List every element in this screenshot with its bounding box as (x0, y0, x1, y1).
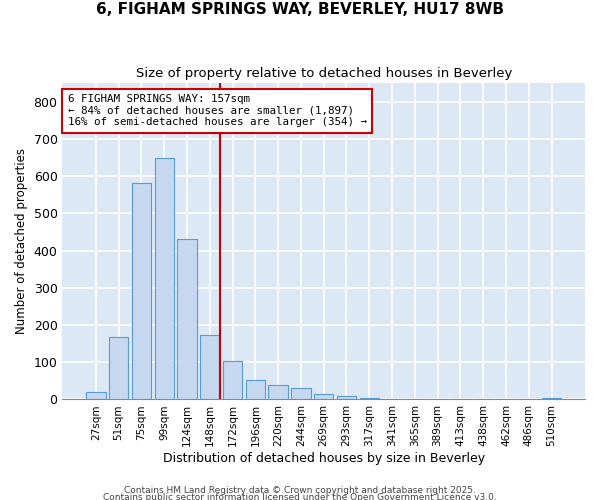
Bar (155, 158, 174, 400)
Bar (291, 388, 311, 400)
Y-axis label: Number of detached properties: Number of detached properties (15, 148, 28, 334)
Text: Contains public sector information licensed under the Open Government Licence v3: Contains public sector information licen… (103, 494, 497, 500)
Bar (200, 336, 220, 400)
Bar (314, 394, 334, 400)
Text: 6 FIGHAM SPRINGS WAY: 157sqm
← 84% of detached houses are smaller (1,897)
16% of: 6 FIGHAM SPRINGS WAY: 157sqm ← 84% of de… (68, 94, 367, 128)
Bar (86, 392, 106, 400)
Bar (542, 398, 561, 400)
Bar (359, 398, 379, 400)
Title: Size of property relative to detached houses in Beverley: Size of property relative to detached ho… (136, 68, 512, 80)
Bar (132, 183, 151, 400)
Bar (337, 396, 356, 400)
Text: 6, FIGHAM SPRINGS WAY, BEVERLEY, HU17 8WB: 6, FIGHAM SPRINGS WAY, BEVERLEY, HU17 8W… (96, 2, 504, 18)
Bar (223, 361, 242, 400)
Bar (245, 380, 265, 400)
X-axis label: Distribution of detached houses by size in Beverley: Distribution of detached houses by size … (163, 452, 485, 465)
Bar (178, 240, 197, 400)
Bar (405, 398, 425, 400)
Bar (109, 337, 128, 400)
Text: Contains HM Land Registry data © Crown copyright and database right 2025.: Contains HM Land Registry data © Crown c… (124, 486, 476, 495)
Bar (268, 385, 288, 400)
Bar (382, 398, 402, 400)
